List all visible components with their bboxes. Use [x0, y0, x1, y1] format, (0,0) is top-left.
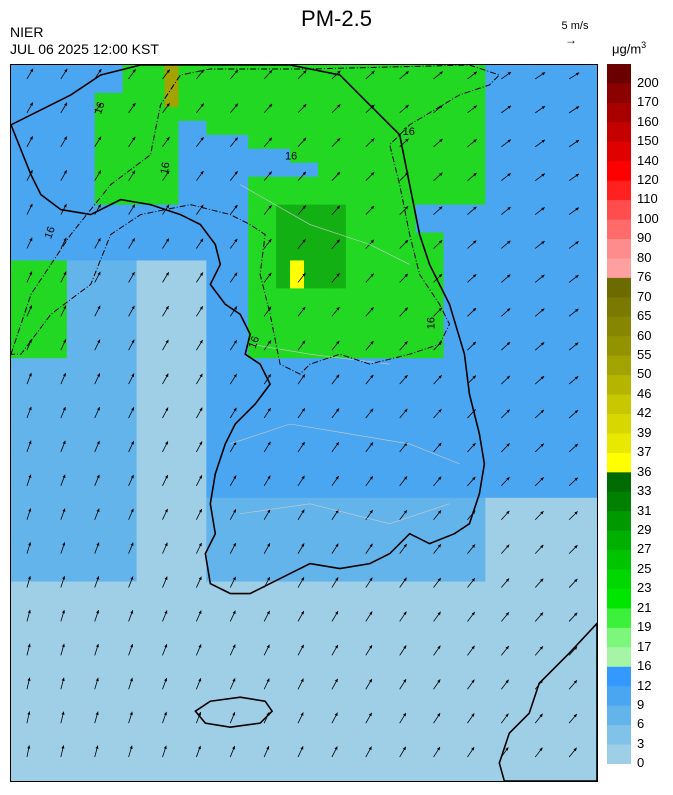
colorbar-tick-label: 200 — [637, 74, 659, 90]
colorbar-tick-label: 120 — [637, 171, 659, 187]
colorbar-swatch — [607, 530, 631, 551]
timestamp: JUL 06 2025 12:00 KST — [10, 41, 159, 57]
colorbar-swatch — [607, 83, 631, 104]
wind-reference-label: 5 m/s — [561, 20, 589, 32]
colorbar-swatch — [607, 414, 631, 434]
contour-16 — [11, 65, 501, 375]
unit-label: μg/m3 — [612, 40, 647, 57]
colorbar-tick-label: 46 — [637, 385, 652, 401]
colorbar-swatch — [607, 64, 631, 84]
colorbar-swatch — [607, 472, 631, 493]
colorbar-swatch — [607, 102, 631, 123]
colorbar-swatch — [607, 161, 631, 182]
colorbar-tick-label: 70 — [637, 288, 652, 304]
colorbar-swatch — [607, 433, 631, 454]
contour-label-16: 16 — [426, 317, 438, 329]
colorbar-swatch — [607, 725, 631, 746]
colorbar-tick-label: 29 — [637, 521, 652, 537]
colorbar — [607, 64, 631, 764]
colorbar-swatch — [607, 647, 631, 668]
pm25-map: 16 16 16 16 16 16 16 — [10, 64, 598, 782]
colorbar-swatch — [607, 336, 631, 357]
colorbar-tick-label: 170 — [637, 94, 659, 110]
colorbar-swatch — [607, 511, 631, 532]
agency-label: NIER — [10, 24, 44, 40]
colorbar-tick-label: 0 — [637, 755, 645, 771]
japan-coastline — [498, 622, 597, 781]
colorbar-tick-label: 37 — [637, 444, 652, 460]
colorbar-swatch — [607, 258, 631, 279]
colorbar-tick-label: 9 — [637, 696, 645, 712]
contour-label-16: 16 — [403, 126, 415, 138]
contour-label-16: 16 — [42, 225, 57, 241]
korea-coastline — [11, 65, 486, 595]
colorbar-swatch — [607, 744, 631, 764]
colorbar-tick-label: 33 — [637, 483, 652, 499]
wind-vectors — [26, 68, 580, 758]
colorbar-tick-label: 110 — [637, 191, 658, 207]
colorbar-tick-label: 6 — [637, 716, 645, 732]
colorbar-tick-label: 90 — [637, 230, 652, 246]
colorbar-swatch — [607, 219, 631, 240]
colorbar-tick-label: 39 — [637, 424, 652, 440]
chart-title: PM-2.5 — [301, 6, 372, 31]
contour-label-16: 16 — [159, 161, 173, 175]
colorbar-swatch — [607, 122, 631, 143]
colorbar-swatch — [607, 452, 631, 473]
colorbar-swatch — [607, 627, 631, 648]
colorbar-tick-label: 65 — [637, 308, 652, 324]
contour-label-16: 16 — [92, 100, 107, 116]
colorbar-swatch — [607, 569, 631, 590]
colorbar-swatch — [607, 180, 631, 201]
colorbar-swatch — [607, 705, 631, 726]
colorbar-swatch — [607, 141, 631, 162]
colorbar-tick-label: 50 — [637, 366, 652, 382]
colorbar-tick-label: 12 — [637, 677, 652, 693]
colorbar-tick-label: 55 — [637, 346, 652, 362]
colorbar-swatch — [607, 200, 631, 221]
colorbar-swatch — [607, 666, 631, 687]
concentration-field — [11, 65, 597, 781]
colorbar-tick-label: 19 — [637, 619, 652, 635]
colorbar-tick-label: 100 — [637, 210, 659, 226]
colorbar-swatch — [607, 491, 631, 512]
jeju-coastline — [194, 696, 274, 728]
colorbar-swatch — [607, 394, 631, 415]
colorbar-tick-label: 60 — [637, 327, 652, 343]
colorbar-tick-label: 42 — [637, 405, 652, 421]
coastline — [11, 65, 597, 781]
colorbar-swatch — [607, 277, 631, 298]
colorbar-tick-label: 80 — [637, 249, 652, 265]
colorbar-swatch — [607, 608, 631, 629]
contour-label-16: 16 — [285, 151, 297, 163]
colorbar-tick-label: 31 — [637, 502, 652, 518]
colorbar-swatch — [607, 355, 631, 376]
colorbar-swatch — [607, 375, 631, 396]
colorbar-swatch — [607, 550, 631, 571]
colorbar-tick-label: 76 — [637, 269, 652, 285]
colorbar-tick-label: 140 — [637, 152, 659, 168]
colorbar-tick-label: 16 — [637, 658, 652, 674]
colorbar-tick-label: 17 — [637, 638, 652, 654]
contour-label-16: 16 — [247, 335, 262, 351]
colorbar-swatch — [607, 316, 631, 337]
colorbar-tick-label: 160 — [637, 113, 659, 129]
region-boundaries — [230, 184, 460, 525]
colorbar-swatch — [607, 589, 631, 609]
wind-reference-arrow-icon: → — [565, 33, 577, 47]
colorbar-swatch — [607, 297, 631, 318]
colorbar-tick-label: 3 — [637, 735, 645, 751]
colorbar-tick-label: 36 — [637, 463, 652, 479]
colorbar-tick-label: 150 — [637, 133, 659, 149]
colorbar-tick-label: 23 — [637, 580, 652, 596]
colorbar-swatch — [607, 686, 631, 707]
colorbar-tick-label: 21 — [637, 599, 652, 615]
colorbar-swatch — [607, 239, 631, 259]
colorbar-tick-label: 27 — [637, 541, 652, 557]
colorbar-tick-label: 25 — [637, 560, 652, 576]
